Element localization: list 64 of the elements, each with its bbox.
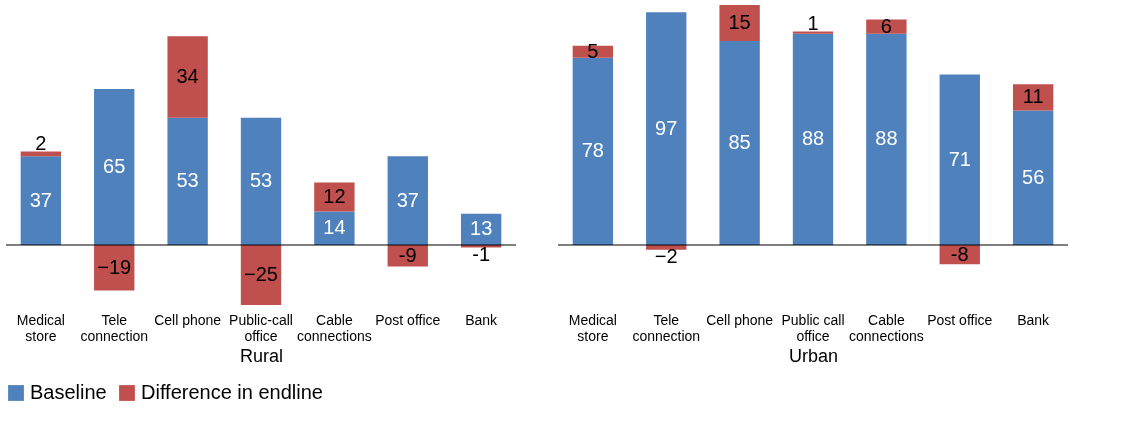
data-label: 88 bbox=[801, 127, 825, 150]
data-label: 11 bbox=[1022, 85, 1044, 108]
x-tick-label: Medical store bbox=[16, 311, 65, 344]
bar bbox=[167, 36, 208, 118]
x-tick-label: Cell phone bbox=[706, 311, 774, 328]
bar bbox=[866, 19, 907, 34]
data-label: 85 bbox=[728, 131, 751, 153]
bar bbox=[719, 41, 760, 245]
data-label: 13 bbox=[470, 217, 493, 240]
data-label: -1 bbox=[472, 242, 491, 265]
bar bbox=[387, 156, 428, 245]
x-tick-label: Medical store bbox=[568, 311, 617, 344]
bar bbox=[939, 74, 980, 245]
data-label: 53 bbox=[176, 169, 199, 192]
data-label: −2 bbox=[654, 245, 678, 267]
data-label: 1 bbox=[807, 12, 819, 35]
data-label: 37 bbox=[29, 188, 52, 211]
bar bbox=[572, 57, 614, 245]
data-label: 6 bbox=[880, 14, 892, 37]
data-label: 15 bbox=[728, 11, 751, 33]
bar bbox=[20, 156, 62, 245]
bar bbox=[792, 31, 834, 34]
x-tick-label: Bank bbox=[465, 311, 499, 328]
data-label: 71 bbox=[948, 147, 971, 170]
x-tick-label: Tele connection bbox=[632, 311, 701, 344]
x-tick-label: Cable connections bbox=[297, 311, 372, 344]
data-label: 12 bbox=[323, 185, 346, 207]
data-label: 53 bbox=[249, 169, 273, 192]
data-label: −19 bbox=[97, 255, 132, 278]
x-tick-label: Public-call office bbox=[229, 311, 293, 344]
legend-label: Difference in endline bbox=[141, 381, 323, 403]
x-tick-label: Cell phone bbox=[154, 311, 222, 328]
bar bbox=[866, 33, 907, 245]
legend-label: Baseline bbox=[30, 381, 107, 403]
x-tick-label: Post office bbox=[927, 311, 993, 328]
bar bbox=[20, 151, 62, 157]
data-label: 65 bbox=[103, 155, 126, 177]
data-label: 34 bbox=[176, 65, 199, 87]
data-label: 37 bbox=[396, 188, 419, 211]
bar bbox=[1012, 110, 1054, 245]
data-label: 78 bbox=[581, 139, 604, 162]
x-tick-label: Public call office bbox=[781, 311, 845, 344]
data-label: 2 bbox=[35, 132, 47, 155]
x-axis-title: Urban bbox=[788, 345, 839, 366]
data-label: -8 bbox=[950, 242, 969, 265]
bar bbox=[719, 5, 760, 41]
bar bbox=[94, 89, 135, 245]
data-label: 88 bbox=[875, 127, 898, 150]
bar bbox=[240, 117, 282, 245]
bar bbox=[1012, 84, 1054, 111]
x-tick-label: Post office bbox=[375, 311, 441, 328]
data-label: 56 bbox=[1022, 165, 1045, 188]
x-tick-label: Bank bbox=[1017, 311, 1051, 328]
data-label: −25 bbox=[244, 263, 278, 285]
bar bbox=[792, 33, 834, 245]
x-tick-label: Cable connections bbox=[849, 311, 924, 344]
bar bbox=[167, 117, 208, 245]
data-label: 14 bbox=[323, 216, 346, 239]
data-label: 97 bbox=[655, 116, 678, 139]
x-axis-title: Rural bbox=[239, 345, 284, 366]
data-label: 5 bbox=[587, 39, 599, 62]
bar bbox=[646, 12, 687, 245]
x-tick-label: Tele connection bbox=[80, 311, 149, 344]
data-label: -9 bbox=[398, 243, 417, 266]
